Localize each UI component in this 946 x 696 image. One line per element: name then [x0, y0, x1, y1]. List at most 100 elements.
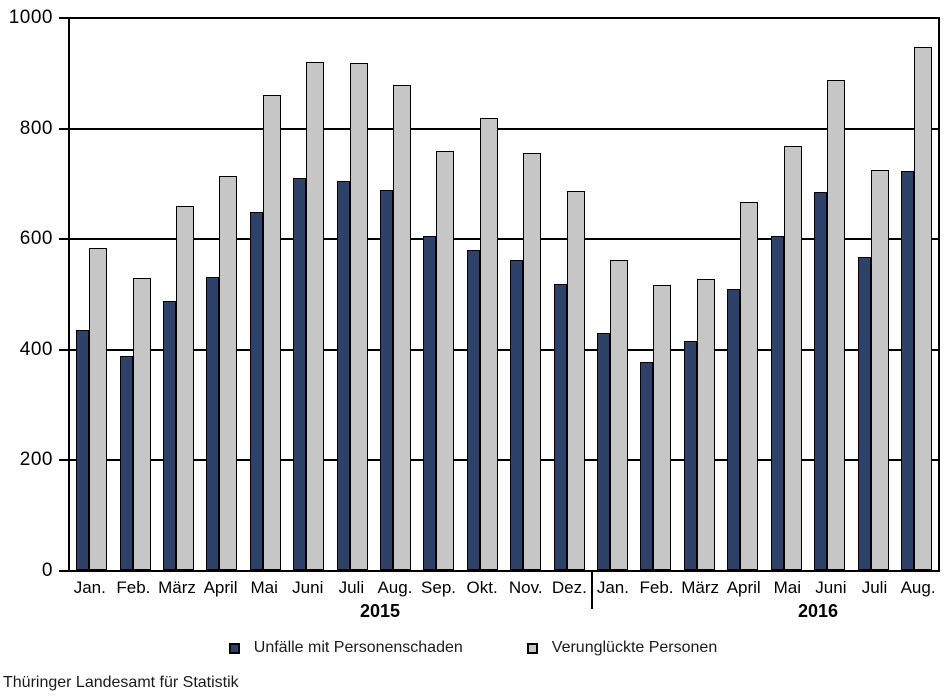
- bar-verungglueckte-10: [523, 153, 542, 570]
- bar-verungglueckte-4: [262, 95, 281, 570]
- bar-group-2015-Feb: [113, 19, 156, 570]
- bar-group-2016-April: [721, 19, 764, 570]
- bar-group-2015-Aug: [374, 19, 417, 570]
- bar-verungglueckte-17: [827, 80, 846, 570]
- bar-verungglueckte-6: [349, 63, 368, 570]
- y-axis-tick-200: [59, 459, 68, 462]
- bar-group-2016-Jan: [591, 19, 634, 570]
- y-axis-tick-800: [59, 127, 68, 130]
- year-label-2015: 2015: [359, 601, 401, 621]
- bar-unfaelle-11: [553, 284, 567, 570]
- y-axis-label-600: 600: [19, 228, 53, 250]
- x-axis-label-9: Okt.: [466, 578, 498, 597]
- bar-verungglueckte-19: [913, 47, 932, 570]
- x-axis-labels: Jan. Feb. März April Mai Juni Juli Aug. Sep. Okt.…: [68, 578, 940, 598]
- bar-verungglueckte-5: [306, 62, 325, 570]
- bar-group-2015-April: [200, 19, 243, 570]
- y-axis-label-200: 200: [19, 449, 53, 471]
- legend: Unfälle mit Personenschaden Verunglückte…: [0, 639, 946, 657]
- bar-unfaelle-18: [857, 257, 871, 570]
- bar-verungglueckte-13: [653, 285, 672, 570]
- y-axis-tick-0: [59, 570, 68, 572]
- bar-group-2016-Juli: [851, 19, 894, 570]
- x-axis-label-17: Juni: [815, 578, 847, 597]
- bar-unfaelle-16: [770, 236, 784, 570]
- x-axis-label-6: Juli: [338, 578, 365, 597]
- bar-verungglueckte-16: [783, 146, 802, 570]
- x-axis-label-18: Juli: [861, 578, 888, 597]
- legend-item-unfaelle: Unfälle mit Personenschaden: [228, 639, 463, 657]
- bar-group-2016-Aug: [895, 19, 938, 570]
- x-axis-label-16: Mai: [773, 578, 801, 597]
- x-axis-label-10: Nov.: [508, 578, 543, 597]
- x-axis-label-7: Aug.: [377, 578, 413, 597]
- bar-unfaelle-9: [466, 250, 480, 570]
- plot-area: [68, 17, 940, 572]
- bar-unfaelle-3: [206, 277, 220, 570]
- gridline-200: [68, 458, 940, 461]
- bar-verungglueckte-0: [89, 248, 108, 570]
- bar-group-2015-Mai: [244, 19, 287, 570]
- x-axis-label-15: April: [726, 578, 761, 597]
- bar-unfaelle-10: [510, 260, 524, 570]
- bar-group-2015-Dez: [547, 19, 590, 570]
- gridline-400: [68, 348, 940, 351]
- x-axis-label-4: Mai: [250, 578, 278, 597]
- y-axis-label-800: 800: [19, 117, 53, 139]
- bar-verungglueckte-2: [176, 206, 195, 570]
- y-axis-tick-1000: [59, 17, 68, 19]
- bar-unfaelle-4: [249, 212, 263, 570]
- bar-verungglueckte-14: [696, 279, 715, 570]
- legend-swatch-gray-icon: [526, 642, 538, 654]
- bar-unfaelle-8: [423, 236, 437, 570]
- gridline-800: [68, 128, 940, 131]
- bar-unfaelle-12: [597, 333, 611, 570]
- bar-unfaelle-2: [163, 301, 177, 570]
- x-axis-label-3: April: [203, 578, 238, 597]
- bar-group-2016-Juni: [808, 19, 851, 570]
- y-axis-tick-400: [59, 348, 68, 351]
- year-separator-line: [591, 572, 593, 609]
- bar-verungglueckte-3: [219, 176, 238, 570]
- bar-verungglueckte-15: [740, 202, 759, 570]
- gridline-600: [68, 238, 940, 241]
- bar-verungglueckte-1: [132, 278, 151, 570]
- bar-unfaelle-15: [727, 289, 741, 570]
- bar-verungglueckte-7: [393, 85, 412, 570]
- bar-group-2016-Feb: [634, 19, 677, 570]
- bar-unfaelle-19: [900, 171, 914, 570]
- bar-group-2015-Juli: [330, 19, 373, 570]
- legend-item-verungglueckte: Verunglückte Personen: [526, 639, 718, 657]
- bar-verungglueckte-11: [566, 191, 585, 570]
- bar-verungglueckte-8: [436, 151, 455, 570]
- year-label-2016: 2016: [797, 601, 839, 621]
- y-axis-label-1000: 1000: [8, 7, 53, 28]
- y-axis-tick-600: [59, 238, 68, 241]
- y-axis-label-0: 0: [41, 560, 53, 581]
- x-axis-label-11: Dez.: [551, 578, 587, 597]
- bar-unfaelle-0: [76, 330, 90, 570]
- x-axis-label-12: Jan.: [596, 578, 629, 597]
- bar-group-2015-Juni: [287, 19, 330, 570]
- legend-label-unfaelle: Unfälle mit Personenschaden: [253, 639, 463, 656]
- x-axis-label-5: Juni: [292, 578, 324, 597]
- legend-label-verungglueckte: Verunglückte Personen: [551, 639, 718, 656]
- bar-unfaelle-14: [683, 341, 697, 570]
- bar-verungglueckte-12: [610, 260, 629, 570]
- x-axis-label-13: Feb.: [639, 578, 674, 597]
- bar-unfaelle-7: [380, 190, 394, 570]
- bar-group-2015-Okt: [461, 19, 504, 570]
- legend-swatch-dark-icon: [228, 642, 240, 654]
- bar-group-2015-Sep: [417, 19, 460, 570]
- bars-container: [70, 19, 938, 570]
- x-axis-label-0: Jan.: [73, 578, 106, 597]
- bar-unfaelle-6: [336, 181, 350, 570]
- bar-group-2015-Nov: [504, 19, 547, 570]
- bar-group-2015-Jan: [70, 19, 113, 570]
- bar-group-2015-März: [157, 19, 200, 570]
- x-axis-label-2: März: [158, 578, 196, 597]
- x-axis-label-14: März: [681, 578, 719, 597]
- x-axis-label-1: Feb.: [116, 578, 151, 597]
- bar-group-2016-März: [678, 19, 721, 570]
- source-note: Thüringer Landesamt für Statistik: [3, 674, 239, 691]
